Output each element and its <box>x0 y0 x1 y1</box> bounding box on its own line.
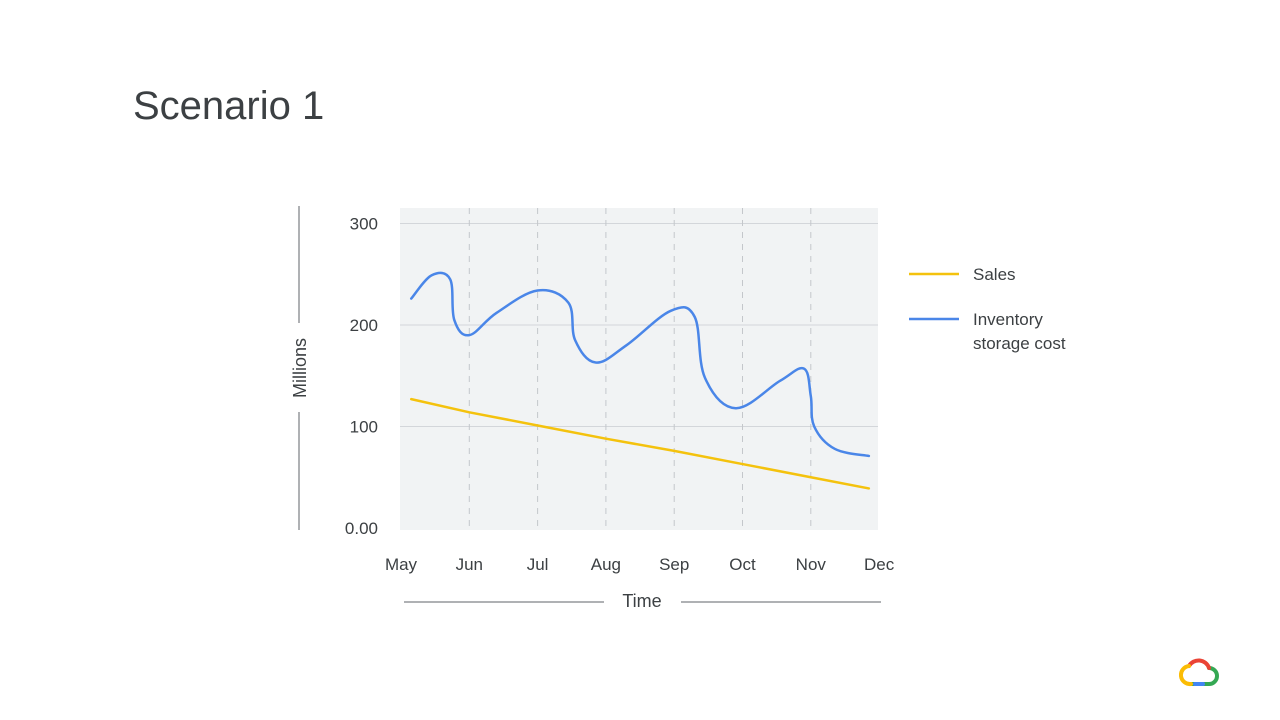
legend-label-line: Inventory <box>973 310 1043 329</box>
y-tick-label: 0.00 <box>345 519 378 538</box>
series-line-inventory-storage-cost <box>409 271 871 458</box>
y-tick-labels: 0.00 100 200 300 <box>345 215 378 539</box>
y-tick-label: 200 <box>350 316 378 335</box>
series-lines <box>409 271 871 490</box>
x-tick-label: Oct <box>729 555 756 574</box>
legend-label: Sales <box>973 265 1016 284</box>
slide-title: Scenario 1 <box>133 84 325 128</box>
legend: Sales Inventory storage cost <box>909 265 1066 353</box>
x-axis-title: Time <box>622 591 661 611</box>
series-line-sales <box>409 397 871 490</box>
legend-label-line: storage cost <box>973 334 1066 353</box>
y-tick-label: 300 <box>350 215 378 234</box>
x-tick-label: Sep <box>659 555 689 574</box>
x-tick-label: May <box>385 555 418 574</box>
y-axis-title: Millions <box>290 338 310 398</box>
x-tick-label: Dec <box>864 555 895 574</box>
legend-label: Inventory storage cost <box>973 310 1066 353</box>
grid-lines <box>400 208 878 530</box>
x-tick-label: Jun <box>456 555 483 574</box>
y-tick-label: 100 <box>350 418 378 437</box>
x-tick-label: Nov <box>796 555 827 574</box>
x-tick-label: Aug <box>591 555 621 574</box>
axis-titles: Millions Time <box>290 206 881 611</box>
x-tick-label: Jul <box>527 555 549 574</box>
google-cloud-logo <box>1179 658 1219 687</box>
x-tick-labels: May Jun Jul Aug Sep Oct Nov Dec <box>385 555 895 574</box>
